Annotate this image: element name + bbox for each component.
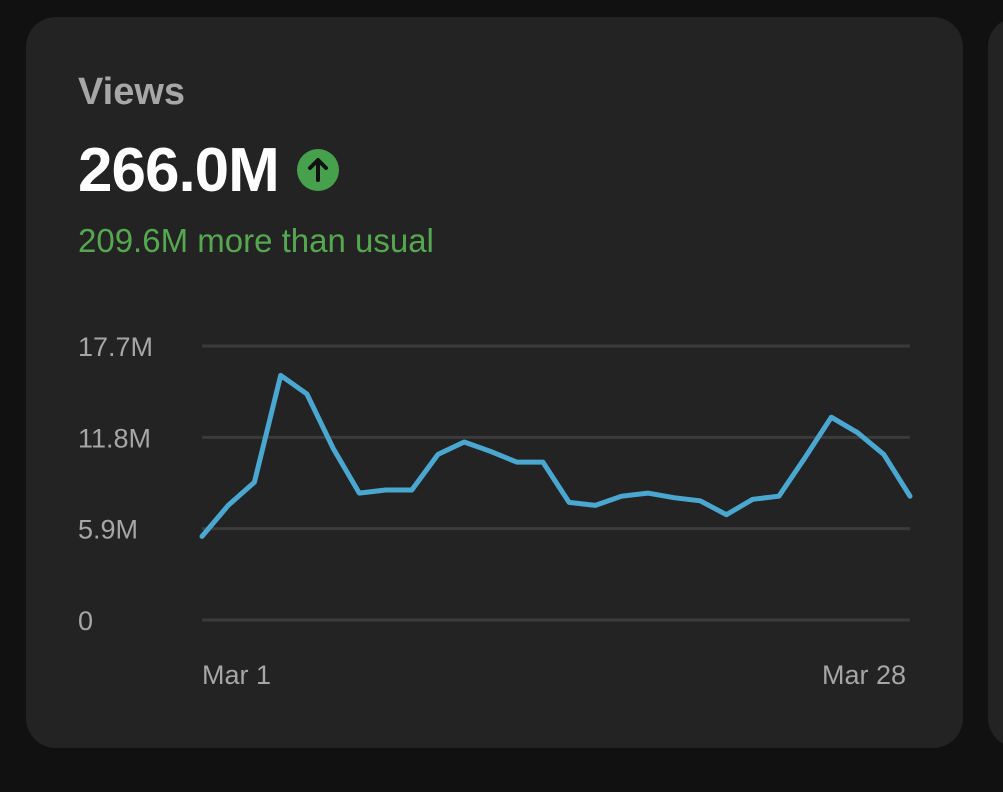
value-row: 266.0M [78,135,339,205]
y-tick-label: 5.9M [78,515,138,545]
x-tick-label: Mar 1 [202,660,271,690]
trend-subtext: 209.6M more than usual [78,222,434,259]
y-tick-label: 0 [78,606,93,636]
arrow-up-circle-icon [296,149,339,191]
y-tick-label: 17.7M [78,332,153,362]
views-card[interactable]: Views 266.0M 209.6M more than usual 0 5.9… [26,17,963,748]
x-tick-label: Mar 28 [822,660,906,690]
views-line-chart: 0 5.9M 11.8M 17.7M Mar 1 Mar 28 [78,332,913,690]
series-line [199,372,913,539]
card-title: Views [78,71,186,113]
next-card-peek[interactable] [988,17,1003,748]
views-value: 266.0M [78,135,280,205]
y-tick-label: 11.8M [78,423,151,453]
